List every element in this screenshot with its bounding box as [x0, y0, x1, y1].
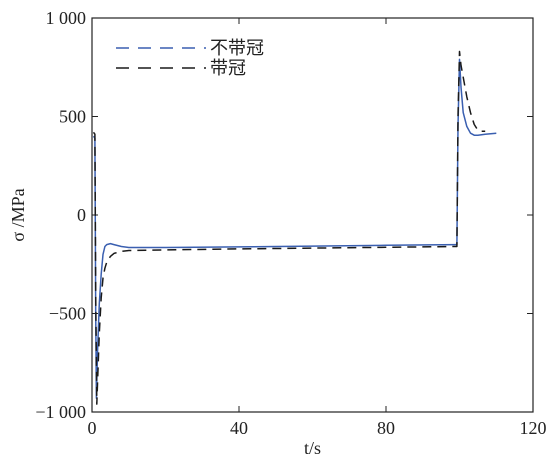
series-lines — [92, 50, 497, 405]
axis-ticks: 0 40 80 120 1 000 500 0 −500 −1 000 — [35, 8, 546, 438]
x-axis-label: t/s — [304, 438, 321, 458]
x-tick-label: 120 — [520, 418, 547, 438]
series-line-1 — [92, 50, 486, 405]
x-tick-label: 80 — [377, 418, 395, 438]
legend-label-0: 不带冠 — [210, 38, 264, 59]
legend-label-1: 带冠 — [210, 58, 246, 79]
x-tick-label: 0 — [88, 418, 97, 438]
y-axis-label: σ /MPa — [8, 188, 28, 241]
y-tick-label: 0 — [77, 205, 86, 225]
y-tick-label: −500 — [49, 304, 86, 324]
series-line-0 — [92, 58, 497, 399]
axis-labels: t/s σ /MPa — [8, 188, 321, 458]
y-tick-label: 1 000 — [46, 8, 87, 28]
y-tick-label: 500 — [59, 107, 86, 127]
y-tick-label: −1 000 — [35, 402, 86, 422]
plot-frame — [91, 17, 534, 413]
x-tick-label: 40 — [230, 418, 248, 438]
plot-border — [91, 17, 534, 413]
